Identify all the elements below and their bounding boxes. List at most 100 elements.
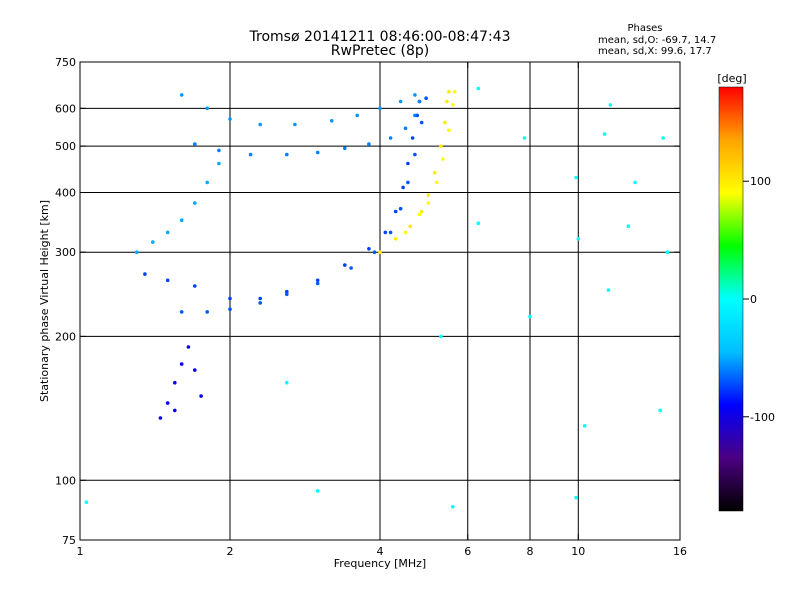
data-point [285, 152, 289, 157]
data-point [193, 201, 197, 205]
data-point [388, 136, 393, 140]
data-point [228, 307, 232, 312]
data-point [403, 126, 408, 131]
data-point [426, 193, 431, 197]
data-point [439, 334, 443, 339]
data-point [432, 170, 437, 175]
data-point [451, 505, 455, 509]
data-point [315, 281, 320, 286]
data-point [179, 93, 184, 97]
data-point [439, 144, 443, 148]
data-point [329, 119, 334, 123]
data-point [228, 117, 232, 121]
data-point [367, 142, 371, 146]
data-point [398, 206, 403, 211]
colorbar-ticks: 100 0 -100 [743, 175, 775, 424]
data-point [193, 368, 197, 372]
data-point [658, 408, 662, 413]
data-point [528, 314, 532, 319]
y-tick-label: 750 [55, 56, 76, 69]
data-point [476, 221, 481, 225]
y-tick-label: 400 [55, 186, 76, 199]
data-point [258, 296, 263, 301]
data-points [84, 86, 670, 509]
x-tick-label: 2 [227, 545, 234, 558]
data-point [447, 89, 451, 94]
data-point [179, 362, 184, 366]
data-point [383, 230, 388, 235]
data-point [574, 495, 578, 500]
data-point [179, 218, 184, 222]
y-axis-label: Stationary phase Virtual Height [km] [38, 200, 51, 402]
data-point [205, 106, 209, 111]
data-point [315, 278, 320, 283]
data-point [135, 250, 139, 254]
data-point [401, 185, 405, 190]
y-tick-label: 500 [55, 140, 76, 153]
colorbar-tick-label: 100 [750, 175, 771, 188]
data-point [84, 500, 89, 505]
data-point [408, 224, 413, 228]
data-point [173, 380, 177, 385]
data-point [258, 301, 263, 305]
data-point [626, 224, 631, 228]
data-point [633, 180, 637, 185]
x-tick-label: 6 [464, 545, 471, 558]
data-point [205, 180, 209, 185]
data-point [343, 146, 347, 151]
data-point [372, 250, 377, 254]
data-point [388, 230, 393, 235]
y-axis-ticks: 75 100 200 300 400 500 600 750 [55, 56, 680, 547]
x-tick-label: 8 [527, 545, 534, 558]
data-point [445, 99, 449, 104]
data-point [413, 93, 417, 97]
data-point [419, 120, 424, 125]
data-point [451, 103, 455, 107]
data-point [424, 96, 428, 100]
data-point [355, 113, 360, 118]
data-point [665, 250, 670, 254]
data-point [179, 310, 184, 314]
data-point [606, 288, 611, 292]
data-point [417, 212, 422, 217]
x-tick-label: 16 [673, 545, 687, 558]
colorbar-tick-label: 0 [750, 293, 757, 306]
x-tick-label: 1 [77, 545, 84, 558]
stats-o-mode: mean, sd,O: -69.7, 14.7 [598, 35, 716, 46]
data-point [410, 136, 415, 140]
data-point [186, 345, 191, 349]
data-point [393, 237, 398, 241]
data-point [406, 161, 410, 166]
data-point [576, 237, 581, 241]
data-point [476, 86, 481, 91]
y-tick-label: 100 [55, 474, 76, 487]
data-point [426, 201, 431, 205]
data-point [608, 103, 613, 107]
y-tick-label: 75 [62, 534, 76, 547]
data-point [228, 296, 232, 301]
data-point [661, 136, 665, 140]
data-point [419, 209, 424, 214]
data-point [285, 380, 289, 385]
colorbar-label: [deg] [717, 72, 746, 85]
x-tick-label: 4 [377, 545, 384, 558]
stats-x-mode: mean, sd,X: 99.6, 17.7 [598, 46, 712, 57]
data-point [441, 157, 445, 161]
data-point [285, 289, 289, 294]
data-point [443, 120, 447, 125]
data-point [447, 128, 451, 132]
data-point [315, 150, 320, 155]
data-point [393, 209, 398, 214]
data-point [258, 122, 263, 127]
data-point [193, 142, 197, 146]
chart-title: Tromsø 20141211 08:46:00-08:47:43 [249, 29, 511, 45]
data-point [165, 278, 170, 283]
data-point [293, 122, 297, 127]
y-tick-label: 300 [55, 246, 76, 259]
data-point [417, 99, 422, 104]
data-point [315, 489, 320, 493]
grid-lines [80, 62, 680, 540]
x-tick-label: 10 [571, 545, 585, 558]
data-point [574, 175, 578, 180]
data-point [522, 136, 527, 140]
